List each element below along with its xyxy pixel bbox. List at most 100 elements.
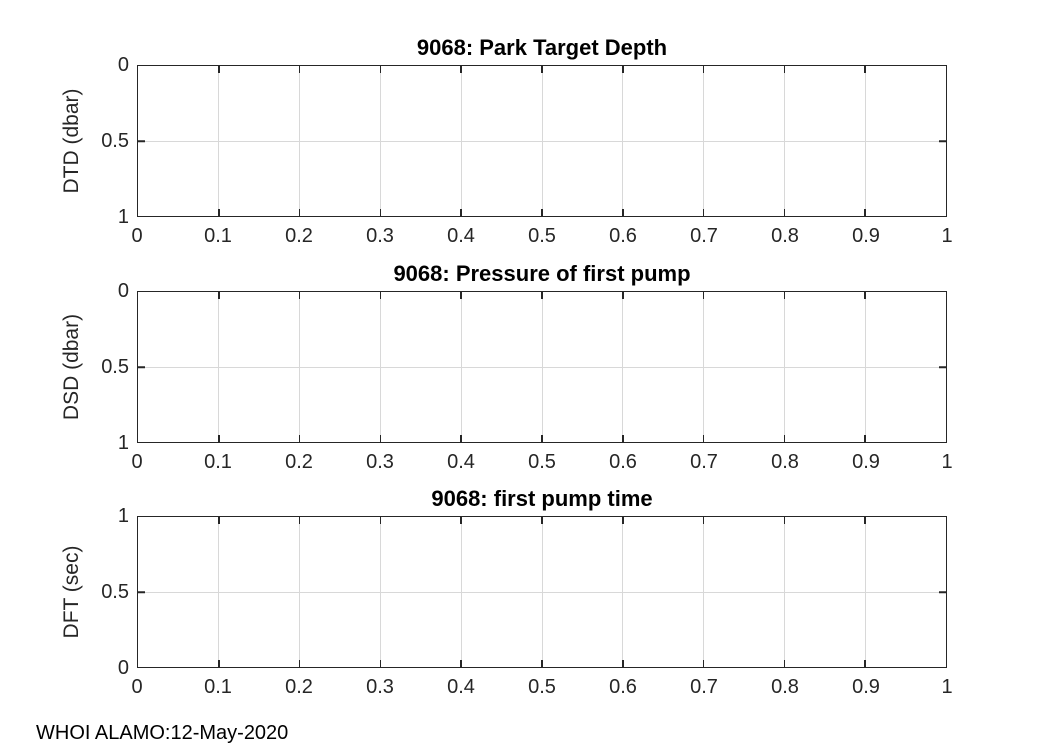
tick-mark	[702, 517, 705, 524]
tick-mark	[702, 66, 705, 73]
tick-mark	[541, 660, 543, 667]
x-tick-label: 0.8	[771, 225, 799, 247]
x-tick-label: 0.4	[447, 676, 475, 698]
tick-mark	[939, 140, 946, 142]
subplot-title: 9068: Pressure of first pump	[393, 261, 691, 286]
x-tick-label: 0.4	[447, 225, 475, 247]
gridline	[138, 140, 946, 142]
tick-mark	[460, 66, 462, 73]
tick-mark	[379, 292, 382, 299]
x-tick-label: 0.9	[852, 451, 880, 473]
tick-mark	[460, 209, 462, 216]
x-tick-label: 0.5	[528, 225, 556, 247]
x-tick-label: 0.3	[366, 451, 394, 473]
x-tick-label: 0.1	[204, 451, 232, 473]
y-tick-label: 1	[117, 505, 129, 527]
x-tick-label: 0	[131, 451, 143, 473]
x-tick-label: 0.4	[447, 451, 475, 473]
tick-mark	[379, 517, 382, 524]
x-tick-label: 0.1	[204, 676, 232, 698]
tick-mark	[864, 435, 866, 442]
tick-mark	[379, 209, 382, 216]
tick-mark	[218, 435, 220, 442]
tick-mark	[379, 66, 382, 73]
x-tick-label: 0.7	[690, 225, 718, 247]
x-tick-label: 0.2	[285, 225, 313, 247]
x-tick-label: 0	[131, 225, 143, 247]
y-tick-label: 0.5	[101, 130, 129, 152]
y-tick-label: 0.5	[101, 356, 129, 378]
x-tick-label: 0.6	[609, 225, 637, 247]
x-tick-label: 1	[941, 451, 953, 473]
gridline	[138, 366, 946, 368]
plot-area	[137, 516, 947, 668]
tick-mark	[783, 66, 786, 73]
plot-area	[137, 291, 947, 443]
x-tick-label: 0.5	[528, 451, 556, 473]
tick-mark	[298, 517, 301, 524]
tick-mark	[622, 66, 624, 73]
tick-mark	[541, 66, 543, 73]
tick-mark	[218, 209, 220, 216]
tick-mark	[702, 209, 705, 216]
x-tick-label: 0.2	[285, 676, 313, 698]
tick-mark	[541, 517, 543, 524]
y-tick-label: 0	[117, 657, 129, 679]
tick-mark	[218, 66, 220, 73]
y-tick-label: 0	[117, 54, 129, 76]
x-tick-label: 0.6	[609, 676, 637, 698]
tick-mark	[298, 66, 301, 73]
y-tick-label: 1	[117, 206, 129, 228]
tick-mark	[218, 517, 220, 524]
x-tick-label: 0.7	[690, 451, 718, 473]
tick-mark	[298, 660, 301, 667]
tick-mark	[218, 660, 220, 667]
tick-mark	[541, 209, 543, 216]
tick-mark	[864, 66, 866, 73]
subplot-title: 9068: first pump time	[431, 486, 653, 511]
x-tick-label: 0.9	[852, 676, 880, 698]
tick-mark	[783, 517, 786, 524]
x-tick-label: 0.8	[771, 451, 799, 473]
tick-mark	[379, 435, 382, 442]
tick-mark	[298, 292, 301, 299]
x-tick-label: 0	[131, 676, 143, 698]
tick-mark	[622, 209, 624, 216]
tick-mark	[138, 366, 145, 368]
tick-mark	[783, 435, 786, 442]
x-tick-label: 0.3	[366, 225, 394, 247]
y-tick-label: 0.5	[101, 581, 129, 603]
x-tick-label: 0.9	[852, 225, 880, 247]
y-tick-label: 0	[117, 280, 129, 302]
x-tick-label: 0.7	[690, 676, 718, 698]
tick-mark	[541, 292, 543, 299]
tick-mark	[702, 660, 705, 667]
x-tick-label: 0.2	[285, 451, 313, 473]
tick-mark	[218, 292, 220, 299]
tick-mark	[864, 517, 866, 524]
gridline	[138, 591, 946, 593]
tick-mark	[939, 591, 946, 593]
tick-mark	[460, 292, 462, 299]
plot-area	[137, 65, 947, 217]
tick-mark	[622, 517, 624, 524]
tick-mark	[702, 435, 705, 442]
x-tick-label: 0.5	[528, 676, 556, 698]
tick-mark	[622, 292, 624, 299]
tick-mark	[622, 435, 624, 442]
tick-mark	[702, 292, 705, 299]
x-tick-label: 0.6	[609, 451, 637, 473]
tick-mark	[783, 660, 786, 667]
tick-mark	[622, 660, 624, 667]
tick-mark	[783, 209, 786, 216]
y-tick-label: 1	[117, 432, 129, 454]
x-tick-label: 0.8	[771, 676, 799, 698]
figure-footer-annotation: WHOI ALAMO:12-May-2020	[36, 722, 289, 744]
tick-mark	[138, 591, 145, 593]
tick-mark	[298, 209, 301, 216]
tick-mark	[939, 366, 946, 368]
x-tick-label: 1	[941, 676, 953, 698]
x-tick-label: 1	[941, 225, 953, 247]
subplot-title: 9068: Park Target Depth	[416, 35, 668, 60]
